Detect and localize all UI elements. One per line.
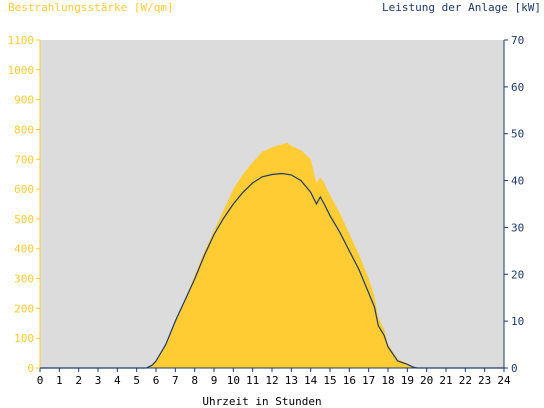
x-tick-label: 8 [191,374,198,387]
irradiance-area [40,142,504,368]
y-left-tick-label: 700 [14,153,34,166]
x-tick-label: 1 [56,374,63,387]
y-left-tick-label: 500 [14,213,34,226]
x-tick-label: 6 [153,374,160,387]
x-axis-title: Uhrzeit in Stunden [202,395,321,408]
x-tick-label: 19 [401,374,414,387]
x-tick-label: 13 [285,374,298,387]
y-right-tick-label: 70 [511,34,524,47]
x-tick-label: 3 [95,374,102,387]
x-tick-label: 23 [478,374,491,387]
left-axis-title: Bestrahlungsstärke [W/qm] [8,1,174,14]
x-tick-label: 24 [497,374,511,387]
y-left-tick-label: 800 [14,123,34,136]
y-left-tick-label: 1100 [8,34,35,47]
x-tick-label: 14 [304,374,318,387]
y-left-tick-label: 300 [14,273,34,286]
x-tick-label: 17 [362,374,375,387]
x-tick-label: 18 [381,374,394,387]
y-right-tick-label: 0 [511,362,518,375]
y-right-tick-label: 30 [511,221,524,234]
y-left-tick-label: 0 [27,362,34,375]
right-axis-title: Leistung der Anlage [kW] [382,1,541,14]
x-tick-label: 20 [420,374,433,387]
y-right-tick-label: 10 [511,315,524,328]
x-tick-label: 7 [172,374,179,387]
y-right-tick-label: 40 [511,175,524,188]
y-left-tick-label: 900 [14,94,34,107]
y-right-tick-label: 20 [511,268,524,281]
x-tick-label: 4 [114,374,121,387]
x-tick-label: 15 [323,374,336,387]
x-tick-label: 12 [265,374,278,387]
x-tick-label: 2 [75,374,82,387]
y-left-tick-label: 1000 [8,64,35,77]
y-left-tick-label: 100 [14,332,34,345]
x-tick-label: 11 [246,374,259,387]
y-right-tick-label: 60 [511,81,524,94]
y-left-tick-label: 400 [14,243,34,256]
x-tick-label: 9 [211,374,218,387]
x-tick-label: 22 [459,374,472,387]
x-tick-label: 5 [133,374,140,387]
power-line [40,172,504,369]
x-tick-label: 16 [343,374,356,387]
x-tick-label: 0 [37,374,44,387]
y-left-tick-label: 600 [14,183,34,196]
y-left-tick-label: 200 [14,302,34,315]
y-right-tick-label: 50 [511,128,524,141]
x-tick-label: 10 [227,374,240,387]
x-tick-label: 21 [439,374,452,387]
